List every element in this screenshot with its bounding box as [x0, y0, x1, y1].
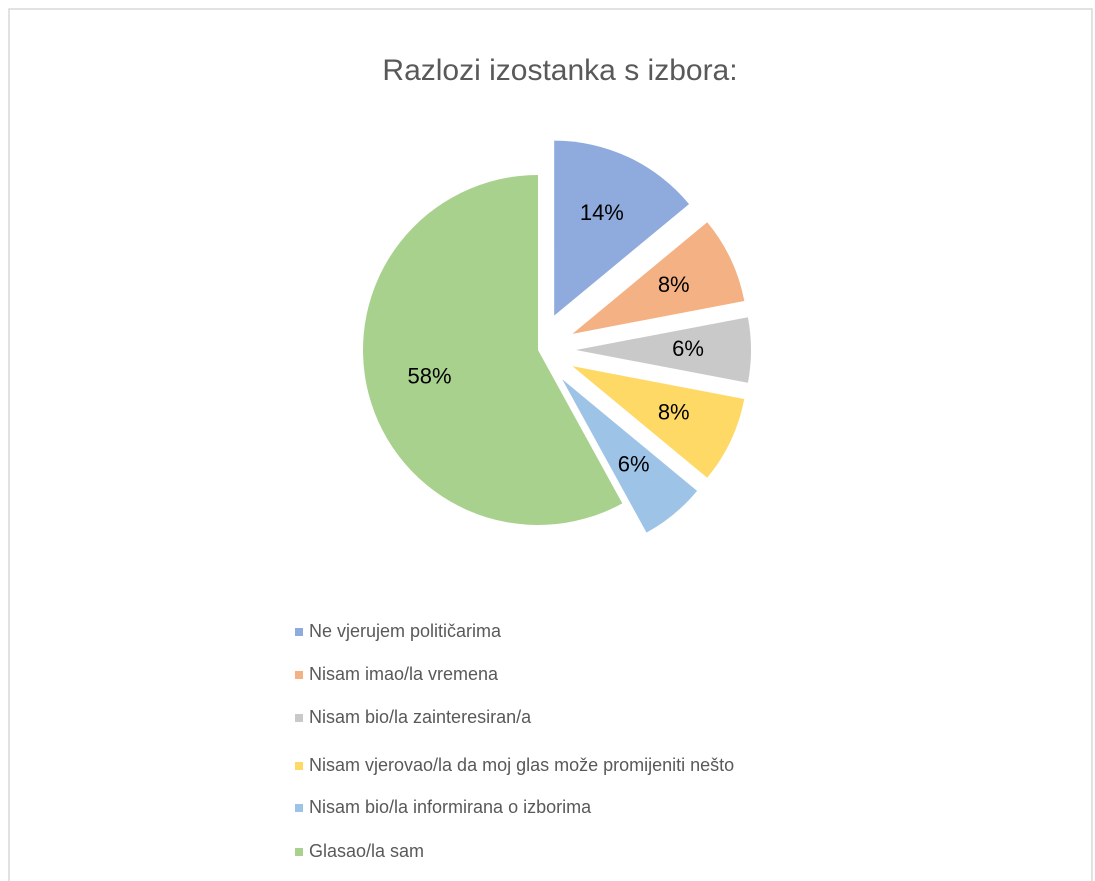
legend-marker	[295, 714, 303, 722]
pie-slice	[562, 379, 698, 533]
pie-slice	[572, 222, 745, 334]
legend-label: Nisam bio/la zainteresiran/a	[309, 707, 532, 727]
data-label: 58%	[407, 364, 451, 389]
legend-label: Nisam imao/la vremena	[309, 664, 499, 684]
legend-label: Nisam vjerovao/la da moj glas može promi…	[309, 755, 734, 775]
legend-marker	[295, 671, 303, 679]
data-label: 8%	[658, 272, 690, 297]
legend-marker	[295, 628, 303, 636]
pie-slice	[362, 175, 623, 525]
pie-slice	[554, 140, 690, 316]
data-label: 6%	[618, 451, 650, 476]
legend-marker	[295, 848, 303, 856]
chart-border	[8, 8, 1093, 881]
pie-slice	[576, 317, 751, 383]
legend-label: Glasao/la sam	[309, 841, 424, 861]
data-label: 6%	[672, 336, 704, 361]
legend-label: Nisam bio/la informirana o izborima	[309, 797, 592, 817]
legend-label: Ne vjerujem političarima	[309, 621, 502, 641]
pie-slice	[572, 366, 745, 478]
legend-marker	[295, 762, 303, 770]
chart-title: Razlozi izostanka s izbora:	[382, 54, 737, 87]
data-label: 14%	[580, 200, 624, 225]
data-label: 8%	[658, 400, 690, 425]
legend-marker	[295, 804, 303, 812]
